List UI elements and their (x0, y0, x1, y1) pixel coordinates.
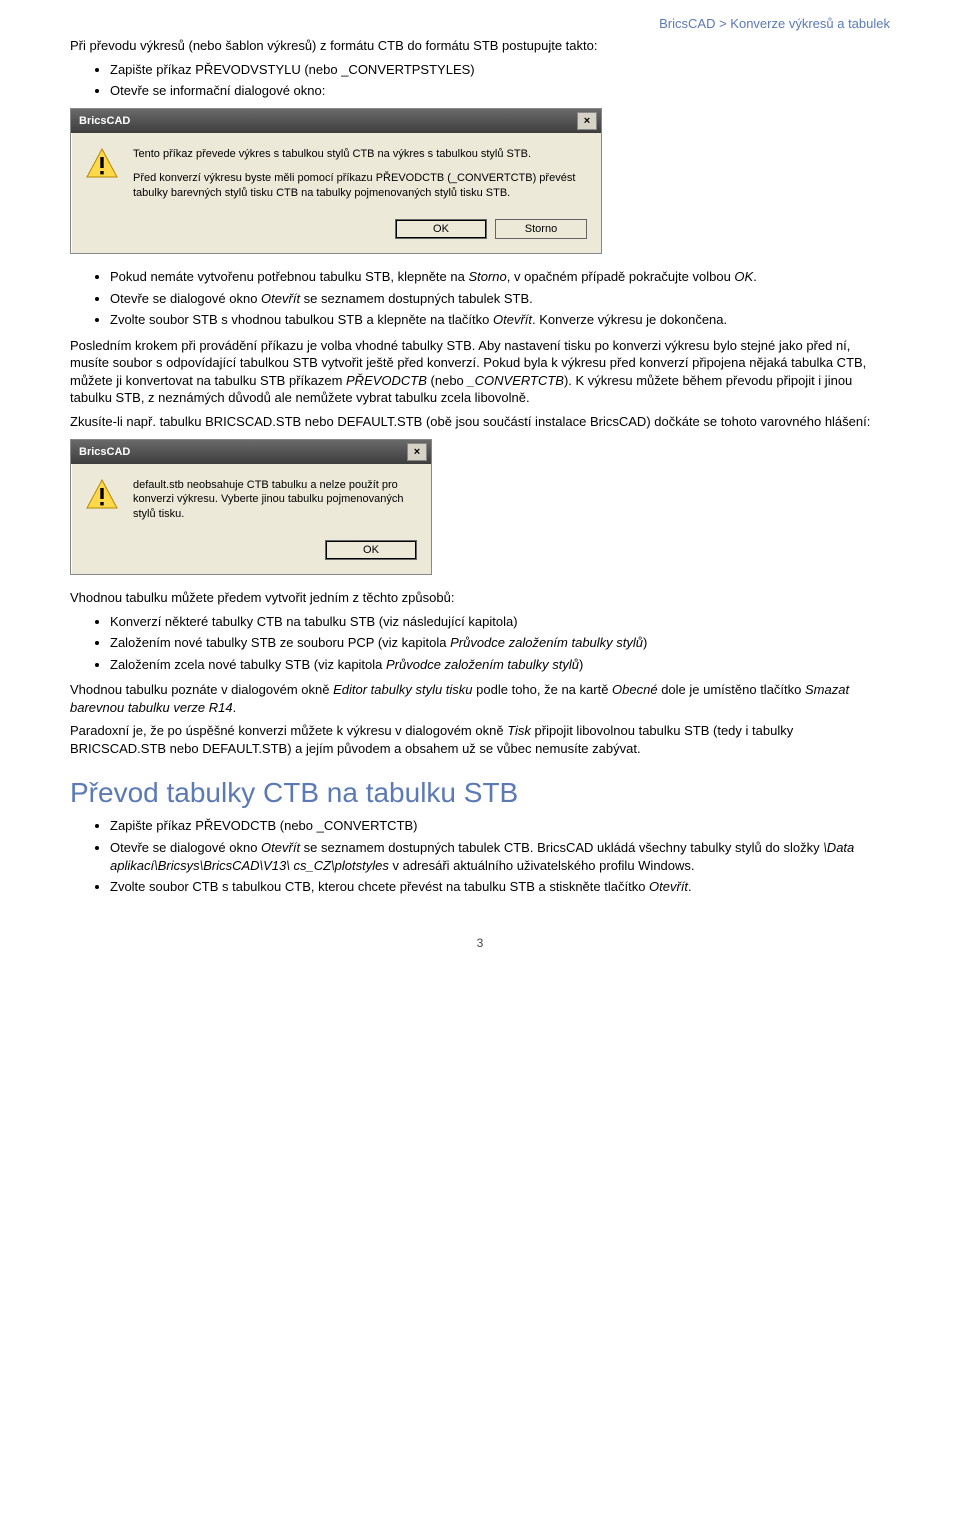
dialog-title: BricsCAD (79, 446, 130, 458)
dialog-text: default.stb neobsahuje CTB tabulku a nel… (133, 478, 417, 533)
dialog-title: BricsCAD (79, 115, 130, 127)
list-item: Otevře se dialogové okno Otevřít se sezn… (110, 839, 890, 874)
list-item: Zapište příkaz PŘEVODCTB (nebo _CONVERTC… (110, 817, 890, 835)
list-item: Zapište příkaz PŘEVODVSTYLU (nebo _CONVE… (110, 61, 890, 79)
paragraph: Vhodnou tabulku můžete předem vytvořit j… (70, 589, 890, 607)
warning-icon (85, 478, 119, 512)
close-icon[interactable]: × (577, 112, 597, 130)
after-dialog1-bullets: Pokud nemáte vytvořenu potřebnou tabulku… (70, 268, 890, 329)
ok-button[interactable]: OK (325, 540, 417, 560)
paragraph: Zkusíte-li např. tabulku BRICSCAD.STB ne… (70, 413, 890, 431)
list-item: Otevře se dialogové okno Otevřít se sezn… (110, 290, 890, 308)
warning-dialog-2: BricsCAD × default.stb neobsahuje CTB ta… (70, 439, 432, 576)
intro-text: Při převodu výkresů (nebo šablon výkresů… (70, 37, 890, 55)
paragraph: Vhodnou tabulku poznáte v dialogovém okn… (70, 681, 890, 716)
list-item: Otevře se informační dialogové okno: (110, 82, 890, 100)
breadcrumb: BricsCAD > Konverze výkresů a tabulek (70, 16, 890, 31)
intro-bullets: Zapište příkaz PŘEVODVSTYLU (nebo _CONVE… (70, 61, 890, 100)
titlebar: BricsCAD × (71, 440, 431, 464)
ok-button[interactable]: OK (395, 219, 487, 239)
ways-list: Konverzí některé tabulky CTB na tabulku … (70, 613, 890, 674)
list-item: Konverzí některé tabulky CTB na tabulku … (110, 613, 890, 631)
paragraph: Paradoxní je, že po úspěšné konverzi můž… (70, 722, 890, 757)
final-bullets: Zapište příkaz PŘEVODCTB (nebo _CONVERTC… (70, 817, 890, 895)
dialog-text: Tento příkaz převede výkres s tabulkou s… (133, 147, 587, 212)
list-item: Zvolte soubor CTB s tabulkou CTB, kterou… (110, 878, 890, 896)
page-number: 3 (70, 936, 890, 950)
list-item: Zvolte soubor STB s vhodnou tabulkou STB… (110, 311, 890, 329)
list-item: Pokud nemáte vytvořenu potřebnou tabulku… (110, 268, 890, 286)
titlebar: BricsCAD × (71, 109, 601, 133)
close-icon[interactable]: × (407, 443, 427, 461)
info-dialog-1: BricsCAD × Tento příkaz převede výkres s… (70, 108, 602, 255)
paragraph: Posledním krokem při provádění příkazu j… (70, 337, 890, 407)
dialog-paragraph: default.stb neobsahuje CTB tabulku a nel… (133, 478, 417, 523)
list-item: Založením nové tabulky STB ze souboru PC… (110, 634, 890, 652)
dialog-paragraph: Tento příkaz převede výkres s tabulkou s… (133, 147, 587, 162)
cancel-button[interactable]: Storno (495, 219, 587, 239)
dialog-paragraph: Před konverzí výkresu byste měli pomocí … (133, 171, 587, 201)
warning-icon (85, 147, 119, 181)
section-heading: Převod tabulky CTB na tabulku STB (70, 777, 890, 809)
list-item: Založením zcela nové tabulky STB (viz ka… (110, 656, 890, 674)
